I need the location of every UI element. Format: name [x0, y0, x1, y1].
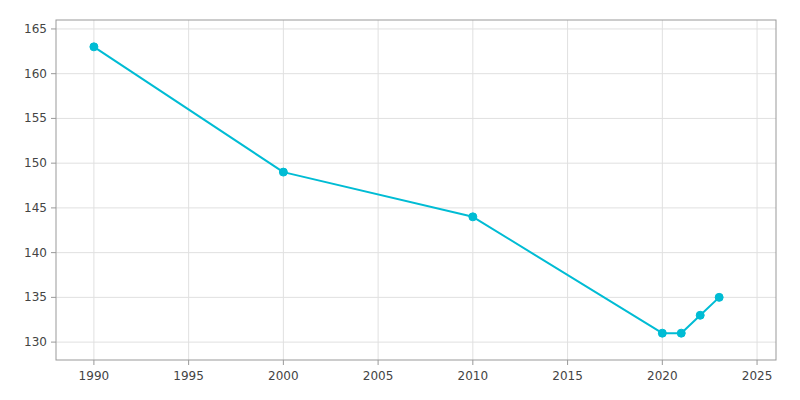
x-tick-label: 2015 [552, 369, 583, 383]
y-tick-label: 140 [24, 246, 47, 260]
x-tick [93, 360, 94, 365]
x-grid-line [662, 20, 663, 360]
x-tick-label: 2000 [268, 369, 299, 383]
y-tick-label: 135 [24, 290, 47, 304]
y-tick [51, 342, 56, 343]
y-tick-label: 165 [24, 22, 47, 36]
point [658, 329, 666, 337]
y-grid-line [56, 163, 776, 164]
y-tick [51, 28, 56, 29]
x-tick-label: 1990 [79, 369, 110, 383]
y-tick-label: 130 [24, 335, 47, 349]
y-tick [51, 118, 56, 119]
y-grid-line [56, 73, 776, 74]
x-grid-line [567, 20, 568, 360]
y-tick [51, 73, 56, 74]
x-tick-label: 2020 [647, 369, 678, 383]
x-tick [378, 360, 379, 365]
y-grid-line [56, 207, 776, 208]
x-grid-line [283, 20, 284, 360]
y-tick-label: 160 [24, 67, 47, 81]
plot-frame [56, 20, 776, 360]
point [469, 213, 477, 221]
x-tick-label: 2005 [363, 369, 394, 383]
chart-container: 1990 1995 2000 2005 2010 2015 2020 2025 130 135 14… [0, 0, 800, 400]
x-grid-line [188, 20, 189, 360]
y-tick-label: 155 [24, 111, 47, 125]
y-grid-line [56, 342, 776, 343]
page: {"chart_data": {"type": "line", "x": [19… [0, 0, 800, 400]
y-tick [51, 163, 56, 164]
point [90, 43, 98, 51]
x-grid-line [93, 20, 94, 360]
y-grid-line [56, 28, 776, 29]
y-tick-label: 145 [24, 201, 47, 215]
line [94, 47, 719, 333]
plot-area [90, 43, 723, 337]
x-grid-line [757, 20, 758, 360]
x-tick-label: 1995 [173, 369, 204, 383]
x-tick [567, 360, 568, 365]
y-grid-line [56, 297, 776, 298]
x-tick [283, 360, 284, 365]
y-tick-label: 150 [24, 156, 47, 170]
x-tick [662, 360, 663, 365]
x-tick-label: 2025 [742, 369, 773, 383]
grid [56, 20, 776, 360]
x-grid-line [472, 20, 473, 360]
chart: 1990 1995 2000 2005 2010 2015 2020 2025 130 135 14… [0, 0, 800, 400]
point [279, 168, 287, 176]
x-tick [472, 360, 473, 365]
y-tick [51, 252, 56, 253]
x-tick-label: 2010 [458, 369, 489, 383]
point [715, 293, 723, 301]
point [696, 311, 704, 319]
y-tick [51, 297, 56, 298]
axes: 1990 1995 2000 2005 2010 2015 2020 2025 130 135 14… [24, 22, 772, 383]
x-grid-line [378, 20, 379, 360]
x-tick [757, 360, 758, 365]
x-tick [188, 360, 189, 365]
y-tick [51, 207, 56, 208]
y-grid-line [56, 252, 776, 253]
point [677, 329, 685, 337]
y-grid-line [56, 118, 776, 119]
